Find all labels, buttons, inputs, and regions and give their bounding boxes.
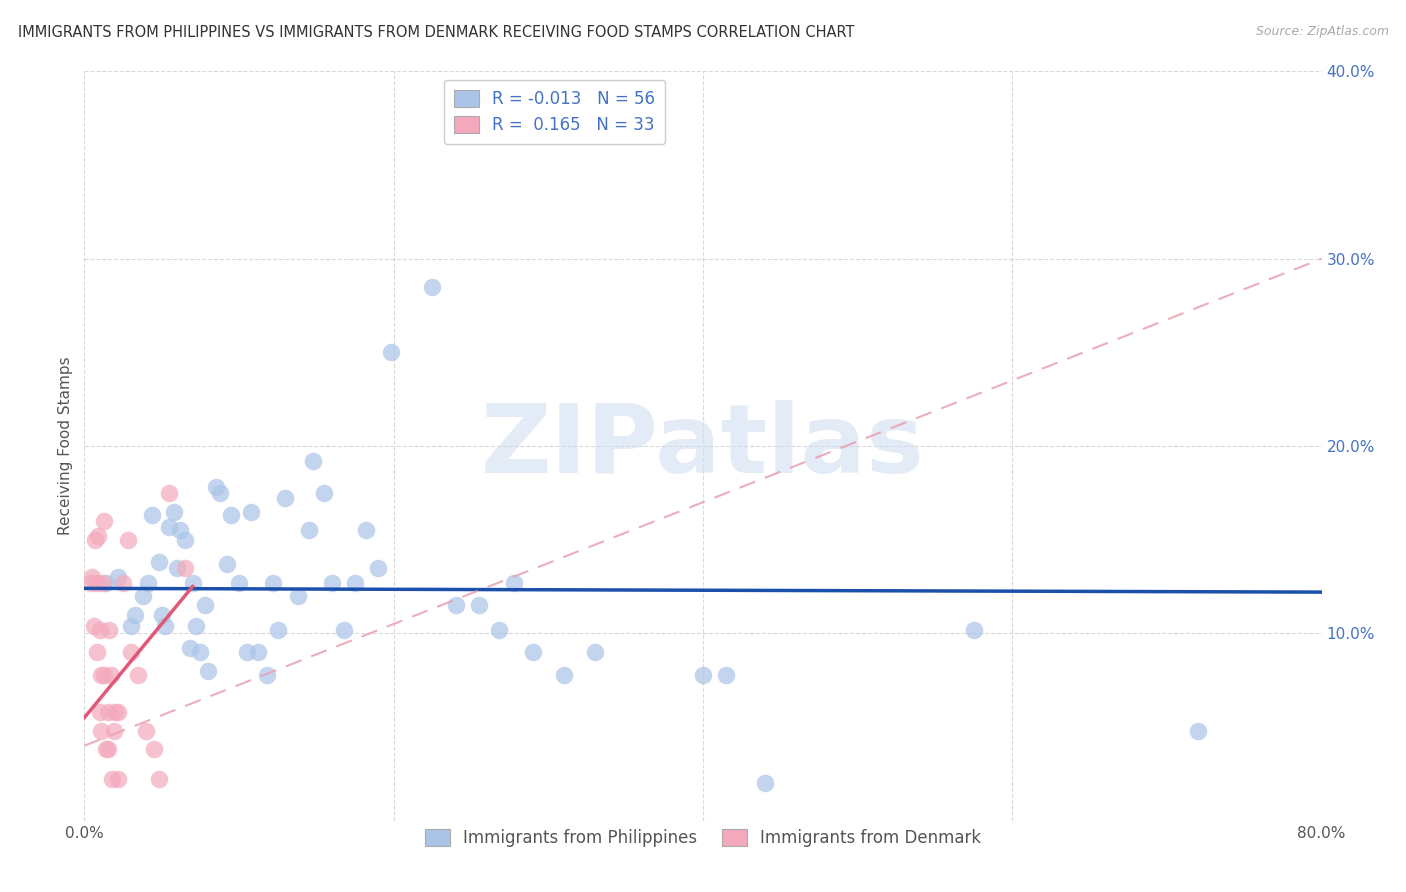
Point: [87, 529, 110, 543]
Point: [228, 575, 250, 590]
Point: [148, 555, 170, 569]
Point: [166, 561, 188, 575]
Point: [96, 742, 118, 756]
Text: IMMIGRANTS FROM PHILIPPINES VS IMMIGRANTS FROM DENMARK RECEIVING FOOD STAMPS COR: IMMIGRANTS FROM PHILIPPINES VS IMMIGRANT…: [18, 25, 855, 40]
Point: [120, 619, 142, 633]
Point: [90, 667, 112, 681]
Point: [150, 607, 173, 622]
Point: [522, 645, 544, 659]
Point: [297, 524, 319, 538]
Y-axis label: Receiving Food Stamps: Receiving Food Stamps: [58, 357, 73, 535]
Point: [205, 480, 228, 494]
Point: [91, 575, 114, 590]
Point: [163, 505, 186, 519]
Point: [107, 570, 129, 584]
Point: [754, 776, 776, 790]
Point: [367, 561, 389, 575]
Point: [89, 705, 111, 719]
Point: [112, 575, 135, 590]
Point: [422, 280, 444, 294]
Point: [94, 742, 117, 756]
Point: [84, 533, 107, 547]
Point: [124, 607, 146, 622]
Point: [179, 641, 201, 656]
Point: [503, 575, 526, 590]
Point: [240, 505, 263, 519]
Point: [197, 664, 219, 678]
Point: [302, 454, 325, 468]
Point: [444, 599, 467, 613]
Point: [181, 575, 204, 590]
Point: [256, 667, 278, 681]
Point: [174, 561, 197, 575]
Legend: Immigrants from Philippines, Immigrants from Denmark: Immigrants from Philippines, Immigrants …: [418, 822, 988, 854]
Point: [553, 667, 575, 681]
Point: [583, 645, 606, 659]
Point: [333, 623, 356, 637]
Point: [343, 575, 366, 590]
Point: [89, 623, 111, 637]
Text: ZIPatlas: ZIPatlas: [481, 400, 925, 492]
Point: [120, 645, 142, 659]
Point: [132, 589, 155, 603]
Point: [159, 486, 180, 500]
Point: [86, 575, 108, 590]
Point: [274, 491, 297, 506]
Point: [184, 619, 207, 633]
Point: [86, 645, 108, 659]
Point: [90, 723, 112, 738]
Point: [488, 623, 510, 637]
Point: [188, 645, 211, 659]
Point: [136, 575, 159, 590]
Point: [98, 623, 121, 637]
Point: [104, 705, 127, 719]
Point: [96, 705, 118, 719]
Point: [354, 524, 377, 538]
Point: [714, 667, 737, 681]
Point: [153, 619, 176, 633]
Point: [141, 508, 163, 523]
Point: [246, 645, 269, 659]
Point: [148, 772, 170, 787]
Point: [135, 723, 157, 738]
Point: [83, 619, 105, 633]
Point: [93, 514, 115, 528]
Point: [962, 623, 984, 637]
Point: [174, 533, 197, 547]
Point: [267, 623, 290, 637]
Point: [94, 575, 117, 590]
Text: Source: ZipAtlas.com: Source: ZipAtlas.com: [1256, 25, 1389, 38]
Point: [219, 508, 242, 523]
Point: [103, 723, 125, 738]
Point: [159, 519, 180, 533]
Point: [467, 599, 491, 613]
Point: [100, 667, 122, 681]
Point: [93, 667, 115, 681]
Point: [287, 589, 309, 603]
Point: [262, 575, 284, 590]
Point: [209, 486, 232, 500]
Point: [194, 599, 217, 613]
Point: [312, 486, 335, 500]
Point: [107, 705, 129, 719]
Point: [1187, 723, 1209, 738]
Point: [380, 345, 402, 359]
Point: [321, 575, 343, 590]
Point: [82, 570, 104, 584]
Point: [117, 533, 139, 547]
Point: [79, 575, 101, 590]
Point: [127, 667, 149, 681]
Point: [235, 645, 259, 659]
Point: [692, 667, 714, 681]
Point: [143, 742, 166, 756]
Point: [169, 524, 191, 538]
Point: [107, 772, 129, 787]
Point: [215, 557, 238, 571]
Point: [101, 772, 124, 787]
